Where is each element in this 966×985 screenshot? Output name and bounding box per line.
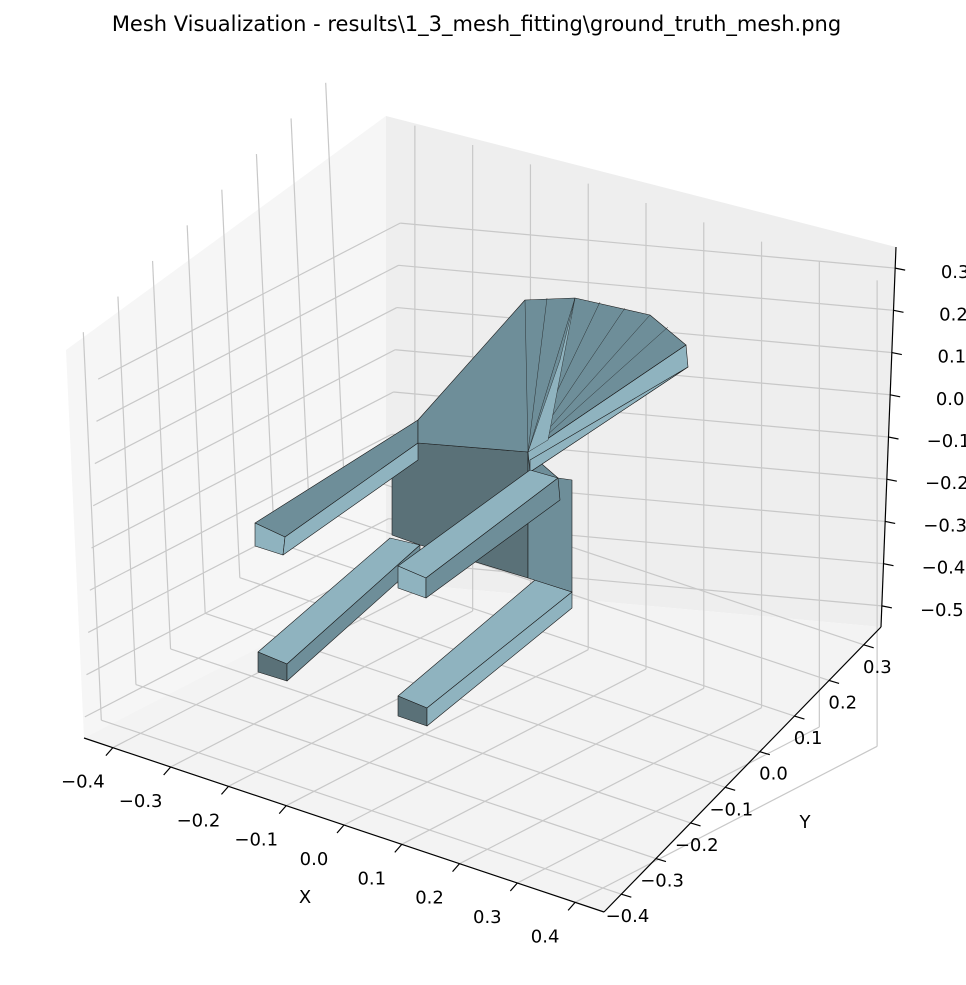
- z-tick: [891, 351, 902, 356]
- mesh-edge: [527, 297, 576, 453]
- x-tick: [105, 747, 114, 757]
- x-tick: [220, 785, 229, 795]
- y-grid-wall: [82, 332, 102, 721]
- x-tick-label: 0.0: [300, 849, 329, 870]
- z-tick-label: −0.2: [925, 473, 966, 494]
- y-grid-wall: [221, 189, 241, 578]
- x-tick-label: −0.3: [119, 791, 163, 812]
- z-grid-left-wall: [97, 222, 401, 380]
- chart-title: Mesh Visualization - results\1_3_mesh_fi…: [111, 12, 842, 36]
- y-tick-label: 0.1: [794, 728, 823, 749]
- z-grid-left-wall: [86, 518, 389, 676]
- x-tick-label: −0.2: [177, 810, 221, 831]
- x-tick-label: 0.3: [473, 907, 502, 928]
- z-tick-label: 0.0: [936, 389, 965, 410]
- y-axis-label: Y: [799, 812, 812, 833]
- mesh-edge: [527, 326, 669, 453]
- z-tick-label: −0.5: [920, 600, 964, 621]
- x-tick: [336, 824, 345, 834]
- x-tick: [163, 766, 172, 776]
- y-grid-wall: [117, 296, 137, 685]
- x-axis-label: X: [299, 887, 311, 908]
- y-tick-label: −0.3: [640, 871, 684, 892]
- y-tick: [725, 786, 736, 791]
- x-tick: [452, 863, 461, 873]
- x-tick: [278, 805, 287, 815]
- y-tick-label: −0.1: [709, 799, 753, 820]
- x-grid-floor: [517, 726, 820, 884]
- z-tick: [883, 563, 894, 567]
- tick-marks: [105, 267, 906, 911]
- y-tick-label: 0.2: [828, 692, 857, 713]
- y-tick: [655, 857, 667, 863]
- x-grid-floor: [343, 668, 647, 826]
- y-tick: [863, 644, 874, 649]
- mesh-face: [527, 297, 576, 453]
- x-tick: [394, 843, 403, 853]
- y-tick: [690, 822, 701, 827]
- x-grid-floor: [170, 610, 473, 768]
- z-tick: [881, 605, 892, 609]
- z-grid-left-wall: [89, 433, 393, 591]
- x-tick-label: 0.2: [415, 888, 444, 909]
- mesh-face: [425, 477, 561, 599]
- z-tick-label: −0.1: [927, 431, 966, 452]
- y-tick: [621, 893, 632, 898]
- y-grid-wall: [255, 154, 276, 543]
- z-tick-label: 0.2: [939, 304, 966, 325]
- z-tick-label: 0.3: [941, 262, 966, 283]
- y-tick-label: 0.0: [759, 764, 788, 785]
- x-grid-floor: [459, 707, 762, 865]
- y-grid-wall: [325, 82, 345, 471]
- x-grid-floor: [401, 687, 705, 845]
- z-grid-left-wall: [96, 264, 399, 422]
- y-grid-wall: [151, 260, 172, 649]
- mesh-edge: [527, 297, 548, 453]
- x-grid-floor: [574, 745, 878, 903]
- mesh-face: [529, 366, 689, 473]
- mesh-face: [417, 297, 687, 453]
- x-tick-label: −0.1: [234, 830, 278, 851]
- x-grid-floor: [285, 649, 589, 807]
- tick-labels: −0.4−0.3−0.2−0.10.00.10.20.30.4−0.4−0.3−…: [61, 262, 966, 947]
- mesh-edge: [527, 344, 687, 453]
- z-grid-left-wall: [94, 307, 398, 465]
- y-tick-label: −0.2: [675, 835, 719, 856]
- z-tick: [890, 394, 901, 398]
- z-tick-label: −0.3: [923, 515, 966, 536]
- x-tick-label: −0.4: [61, 772, 105, 793]
- z-tick-label: −0.4: [922, 558, 966, 579]
- y-tick: [759, 751, 770, 756]
- y-grid-wall: [186, 225, 206, 614]
- x-tick-label: 0.4: [531, 926, 560, 947]
- z-grid-right-wall: [386, 560, 882, 607]
- z-tick: [885, 520, 896, 525]
- x-tick: [567, 901, 576, 911]
- x-tick-label: 0.1: [357, 868, 386, 889]
- y-grid-wall: [290, 118, 310, 507]
- z-grid-right-wall: [400, 222, 896, 269]
- z-tick: [886, 478, 897, 482]
- mesh-edge: [524, 299, 529, 453]
- mesh: [254, 297, 689, 727]
- y-grid-floor: [170, 648, 691, 824]
- x-tick: [509, 882, 518, 892]
- z-tick: [895, 267, 906, 271]
- y-grid-floor: [101, 719, 622, 895]
- mesh-face: [282, 442, 419, 556]
- z-grid-left-wall: [91, 391, 394, 549]
- y-grid-floor: [135, 683, 657, 860]
- y-tick-label: −0.4: [606, 906, 650, 927]
- y-tick: [828, 679, 840, 685]
- mesh-face: [426, 591, 573, 727]
- z-grid-right-wall: [398, 264, 894, 311]
- y-tick: [794, 715, 805, 720]
- z-tick: [893, 309, 904, 313]
- z-tick: [888, 436, 899, 440]
- z-tick-label: 0.1: [938, 347, 966, 368]
- z-grid-left-wall: [92, 349, 396, 507]
- y-tick-label: 0.3: [863, 657, 892, 678]
